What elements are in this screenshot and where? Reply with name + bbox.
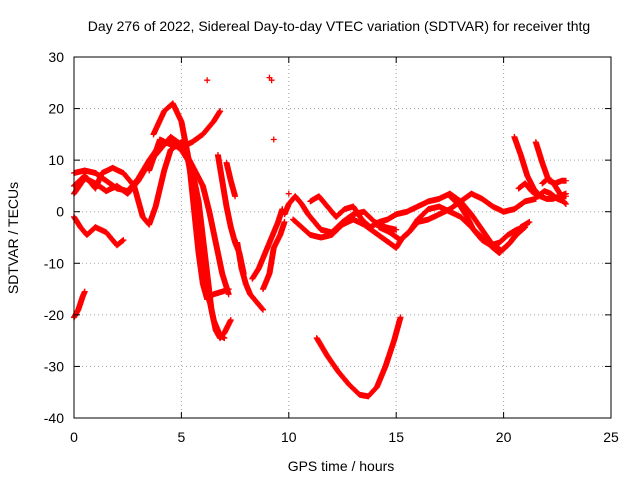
x-tick-labels: 0 5 10 15 20 25	[70, 429, 619, 445]
x-tick-label: 25	[603, 429, 619, 445]
series-marks	[446, 193, 529, 249]
series-track-17	[446, 193, 529, 249]
series-track-18	[313, 314, 404, 400]
x-axis-label: GPS time / hours	[288, 458, 395, 474]
x-tick-label: 5	[178, 429, 186, 445]
series-marks	[204, 74, 292, 197]
series-marks	[515, 180, 569, 207]
series-track-10	[234, 239, 267, 313]
chart-title: Day 276 of 2022, Sidereal Day-to-day VTE…	[88, 18, 590, 34]
x-tick-label: 20	[496, 429, 512, 445]
series-marks	[223, 159, 239, 200]
series-track-22	[539, 175, 569, 200]
y-tick-label: 30	[48, 49, 64, 65]
x-tick-label: 15	[388, 429, 404, 445]
series-track-5	[150, 100, 228, 342]
axis-ticks	[73, 56, 612, 419]
series-marks	[313, 314, 404, 400]
series-marks	[249, 206, 286, 282]
plot-frame	[73, 56, 612, 419]
series-marks	[539, 175, 569, 200]
y-tick-label: 10	[48, 152, 64, 168]
series-isolated	[204, 74, 292, 197]
series-track-14	[290, 190, 539, 251]
data-points	[71, 74, 569, 400]
y-tick-labels: -40 -30 -20 -10 0 10 20 30	[44, 49, 64, 426]
series-marks	[150, 100, 228, 342]
series-marks	[260, 219, 288, 293]
y-tick-label: 20	[48, 101, 64, 117]
series-track-12	[260, 219, 288, 293]
series-marks	[234, 239, 267, 313]
y-axis-label: SDTVAR / TECUs	[5, 182, 21, 294]
y-tick-label: -30	[44, 358, 64, 374]
y-tick-label: 0	[56, 204, 64, 220]
y-tick-label: -40	[44, 410, 64, 426]
series-marks	[290, 190, 539, 251]
y-tick-label: -10	[44, 255, 64, 271]
x-tick-label: 10	[281, 429, 297, 445]
y-tick-label: -20	[44, 307, 64, 323]
x-tick-label: 0	[70, 429, 78, 445]
series-track-21	[515, 180, 569, 207]
series-track-11	[249, 206, 286, 282]
series-track-9	[223, 159, 239, 200]
